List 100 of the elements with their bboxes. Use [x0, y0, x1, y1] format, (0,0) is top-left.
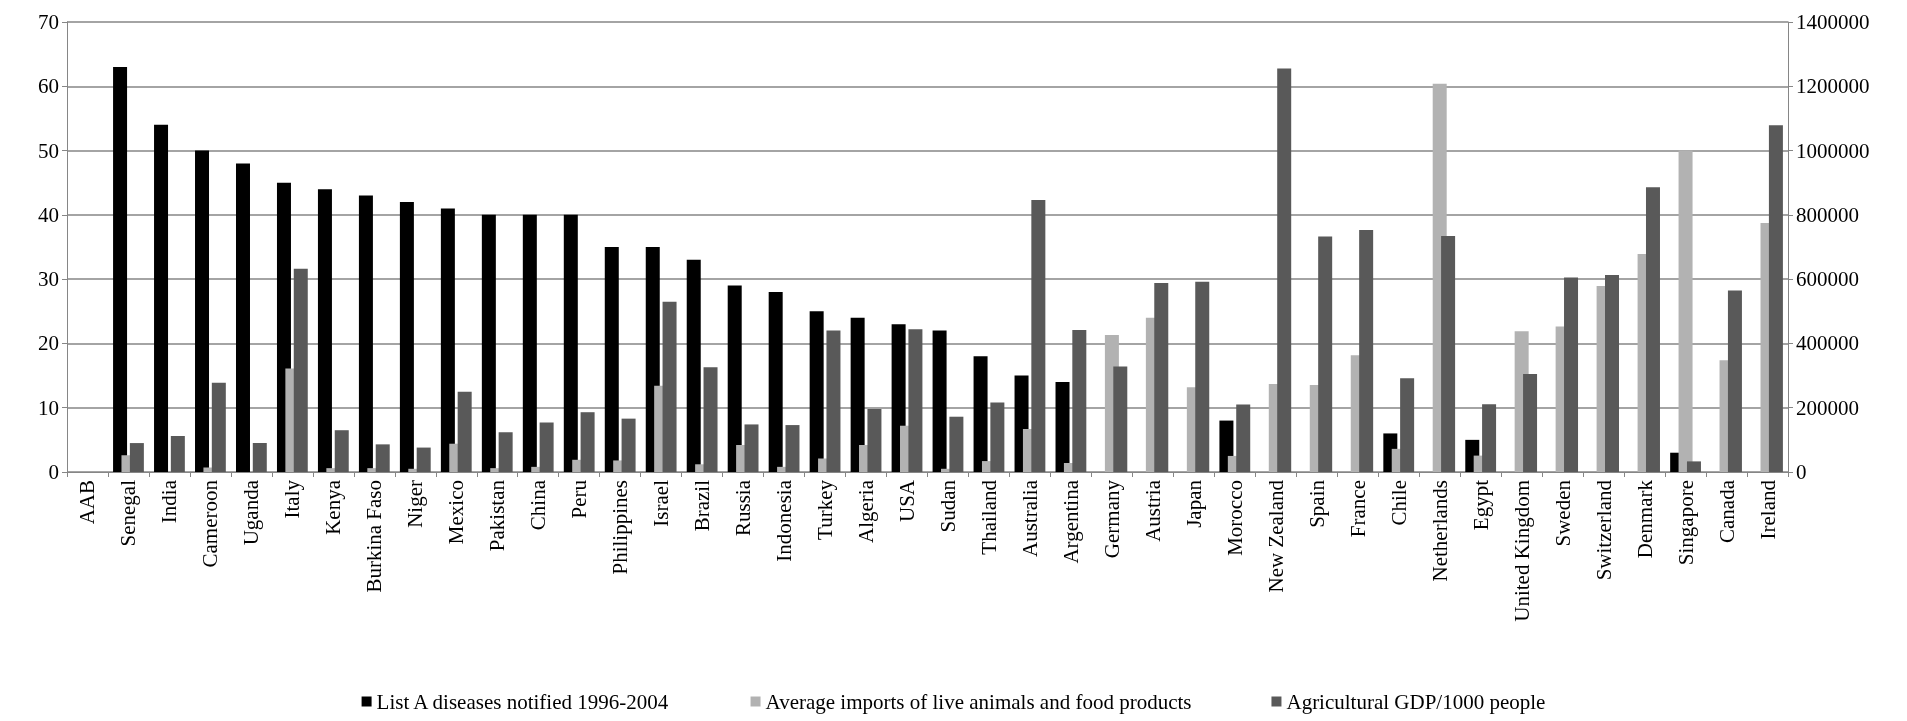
bar: [416, 447, 431, 472]
bar: [604, 247, 619, 472]
x-tick-label: United Kingdom: [1509, 480, 1534, 622]
bar: [850, 317, 865, 472]
x-tick-label: Singapore: [1673, 480, 1698, 566]
bar: [1031, 200, 1046, 472]
x-tick-label: India: [157, 479, 182, 524]
x-tick-label: Morocco: [1222, 480, 1247, 556]
x-tick-label: Turkey: [813, 479, 838, 540]
bar: [252, 443, 267, 472]
y2-tick-label: 400000: [1796, 331, 1859, 356]
bar: [932, 330, 947, 472]
x-tick-label: Japan: [1181, 479, 1206, 528]
x-tick-label: Senegal: [116, 479, 141, 547]
x-tick-label: Peru: [567, 479, 592, 519]
bar: [785, 425, 800, 472]
bar: [317, 189, 332, 472]
bar: [1645, 187, 1660, 472]
y-tick-label: 40: [38, 202, 59, 227]
bar: [1277, 68, 1292, 472]
x-tick-label: Niger: [403, 480, 428, 528]
y2-tick-label: 1200000: [1796, 74, 1870, 99]
x-tick-label: Russia: [731, 479, 756, 537]
bar: [1686, 461, 1701, 472]
bar: [1359, 229, 1374, 472]
x-tick-label: New Zealand: [1263, 479, 1288, 593]
x-tick-label: Chile: [1386, 480, 1411, 526]
y2-tick-label: 1400000: [1796, 10, 1870, 34]
bar: [154, 124, 169, 472]
x-tick-label: Spain: [1304, 479, 1329, 528]
bar: [235, 163, 250, 472]
bar: [1195, 281, 1210, 472]
bar: [113, 67, 128, 472]
bar: [1441, 236, 1456, 472]
x-tick-label: Sweden: [1550, 479, 1575, 547]
x-tick-label: Australia: [1017, 479, 1042, 557]
x-tick-label: Israel: [649, 479, 674, 527]
y-tick-label: 70: [38, 10, 59, 34]
x-tick-label: Argentina: [1058, 479, 1083, 564]
x-tick-label: Philippines: [608, 480, 633, 575]
bar: [334, 430, 349, 472]
x-tick-label: Austria: [1140, 479, 1165, 542]
y2-tick-label: 0: [1796, 460, 1807, 484]
bar: [1482, 404, 1497, 472]
x-tick-label: Burkina Faso: [362, 480, 387, 593]
x-tick-label: Egypt: [1468, 479, 1493, 531]
x-tick-label: Pakistan: [485, 479, 510, 552]
bar: [768, 292, 783, 472]
bar: [170, 436, 185, 472]
x-tick-label: AAB: [75, 480, 100, 525]
x-tick-label: Ireland: [1755, 479, 1780, 540]
bar: [211, 382, 226, 472]
x-tick-label: France: [1345, 480, 1370, 538]
x-tick-label: China: [526, 479, 551, 531]
bar: [1523, 373, 1538, 472]
x-tick-label: Indonesia: [772, 479, 797, 562]
bar: [522, 214, 537, 472]
bar: [1678, 150, 1693, 472]
bar: [1768, 125, 1783, 472]
bar: [1318, 236, 1333, 472]
bar: [727, 285, 742, 472]
bar: [1113, 366, 1128, 472]
x-tick-label: USA: [895, 479, 920, 523]
x-tick-label: Italy: [280, 479, 305, 519]
x-tick-label: Denmark: [1632, 479, 1657, 559]
y-tick-label: 60: [38, 74, 59, 99]
bar: [539, 422, 554, 472]
bar: [1400, 378, 1415, 472]
y-tick-label: 10: [38, 395, 59, 420]
x-tick-label: Sudan: [935, 479, 960, 533]
x-tick-label: Netherlands: [1427, 480, 1452, 582]
y-tick-label: 50: [38, 138, 59, 163]
bar: [563, 214, 578, 472]
x-tick-label: Algeria: [854, 479, 879, 543]
y2-tick-label: 1000000: [1796, 138, 1870, 163]
x-tick-label: Switzerland: [1591, 479, 1616, 581]
bar: [375, 444, 390, 472]
bar: [1605, 274, 1620, 472]
y2-tick-label: 600000: [1796, 267, 1859, 292]
bar: [686, 259, 701, 472]
bar: [358, 195, 373, 472]
bar: [457, 391, 472, 472]
bar: [481, 214, 496, 472]
x-tick-label: Kenya: [321, 479, 346, 535]
bar: [621, 418, 636, 472]
bar: [580, 412, 595, 472]
x-tick-label: Brazil: [690, 479, 715, 532]
x-tick-label: Canada: [1714, 479, 1739, 543]
x-tick-label: Uganda: [239, 479, 264, 546]
y2-tick-label: 800000: [1796, 202, 1859, 227]
x-tick-label: Mexico: [444, 480, 469, 545]
legend-label: List A diseases notified 1996-2004: [376, 689, 669, 714]
legend-label: Agricultural GDP/1000 people: [1286, 689, 1546, 714]
bar: [129, 443, 144, 472]
y-tick-label: 20: [38, 331, 59, 356]
bar: [1564, 277, 1579, 472]
bar: [1154, 283, 1169, 472]
x-tick-label: Germany: [1099, 479, 1124, 559]
x-tick-label: Thailand: [976, 479, 1001, 555]
y-tick-label: 30: [38, 267, 59, 292]
